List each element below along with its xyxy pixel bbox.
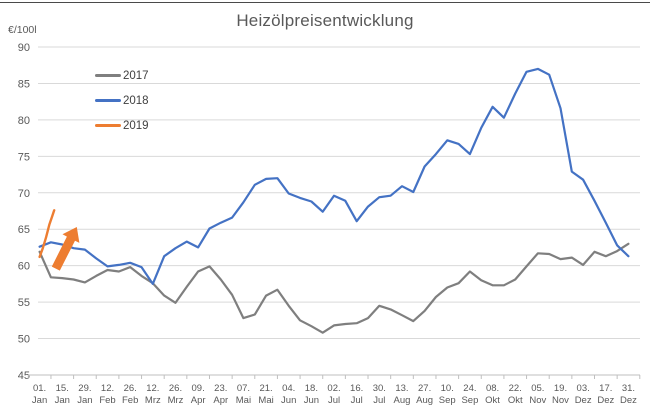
x-tick-label-day: 07. (237, 383, 250, 394)
y-tick-label-85: 85 (18, 78, 30, 90)
legend-label-2017: 2017 (123, 69, 149, 82)
x-tick-label-month: Apr (213, 395, 228, 406)
chart-title: Heizölpreisentwicklung (236, 11, 414, 30)
x-tick-label-month: Mrz (145, 395, 161, 406)
series-line-2017 (38, 242, 630, 334)
x-tick-label-day: 30. (373, 383, 386, 394)
x-tick-label-day: 16. (350, 383, 363, 394)
x-tick-label-day: 24. (463, 383, 476, 394)
y-axis-unit-label: €/100l (8, 24, 37, 36)
x-tick-label-month: Jan (55, 395, 70, 406)
legend-item-2018: 2018 (95, 88, 149, 113)
y-tick-label-45: 45 (18, 370, 30, 382)
x-tick-label-month: Dez (597, 395, 614, 406)
x-tick-label-day: 12. (101, 383, 114, 394)
x-tick-label-month: Mai (236, 395, 251, 406)
x-tick-label-day: 19. (554, 383, 567, 394)
annotation-arrow-up (51, 227, 80, 271)
y-tick-label-65: 65 (18, 224, 30, 236)
series-line-2019 (38, 209, 56, 259)
x-tick-label-month: Aug (416, 395, 433, 406)
x-tick-label-day: 02. (327, 383, 340, 394)
y-tick-label-50: 50 (18, 334, 30, 346)
x-tick-label-day: 26. (169, 383, 182, 394)
legend-swatch-2018 (95, 99, 121, 102)
x-tick-label-month: Aug (394, 395, 411, 406)
x-tick-label-month: Sep (439, 395, 456, 406)
x-tick-label-month: Sep (461, 395, 478, 406)
legend-item-2017: 2017 (95, 63, 149, 88)
x-tick-label-day: 08. (486, 383, 499, 394)
x-tick-label-month: Dez (575, 395, 592, 406)
legend-item-2019: 2019 (95, 113, 149, 138)
x-tick-label-month: Jun (304, 395, 319, 406)
legend-label-2019: 2019 (123, 119, 149, 132)
x-tick-label-day: 22. (509, 383, 522, 394)
x-tick-label-day: 05. (531, 383, 544, 394)
legend: 2017 2018 2019 (95, 63, 149, 138)
x-tick-label-month: Feb (99, 395, 115, 406)
x-tick-label-month: Nov (529, 395, 546, 406)
x-tick-label-day: 27. (418, 383, 431, 394)
x-tick-label-day: 18. (305, 383, 318, 394)
x-tick-label-month: Jul (373, 395, 385, 406)
x-tick-label-day: 12. (146, 383, 159, 394)
x-tick-label-day: 04. (282, 383, 295, 394)
x-tick-label-month: Jun (281, 395, 296, 406)
y-tick-label-55: 55 (18, 297, 30, 309)
x-tick-label-month: Okt (508, 395, 523, 406)
x-tick-label-day: 31. (622, 383, 635, 394)
x-tick-label-month: Jan (32, 395, 47, 406)
x-tick-label-month: Jul (351, 395, 363, 406)
x-tick-label-day: 29. (78, 383, 91, 394)
x-tick-label-day: 26. (124, 383, 137, 394)
x-tick-label-day: 01. (33, 383, 46, 394)
y-tick-label-70: 70 (18, 188, 30, 200)
x-tick-label-month: Mrz (168, 395, 184, 406)
x-tick-label-day: 13. (395, 383, 408, 394)
x-tick-label-day: 23. (214, 383, 227, 394)
x-tick-label-day: 21. (259, 383, 272, 394)
x-tick-label-month: Dez (620, 395, 637, 406)
series-line-2018 (38, 67, 630, 285)
legend-label-2018: 2018 (123, 94, 149, 107)
y-tick-label-60: 60 (18, 261, 30, 273)
y-tick-label-90: 90 (18, 42, 30, 54)
x-tick-label-month: Okt (485, 395, 500, 406)
x-tick-label-month: Feb (122, 395, 138, 406)
x-tick-label-month: Nov (552, 395, 569, 406)
x-tick-label-day: 17. (599, 383, 612, 394)
x-tick-label-day: 09. (192, 383, 205, 394)
window-top-border (0, 2, 650, 3)
x-tick-label-day: 15. (56, 383, 69, 394)
legend-swatch-2017 (95, 74, 121, 77)
x-tick-label-month: Jul (328, 395, 340, 406)
x-tick-label-month: Apr (191, 395, 206, 406)
y-tick-label-75: 75 (18, 151, 30, 163)
x-tick-label-month: Mai (258, 395, 273, 406)
y-tick-label-80: 80 (18, 115, 30, 127)
x-tick-label-day: 03. (577, 383, 590, 394)
x-tick-label-month: Jan (77, 395, 92, 406)
x-tick-label-day: 10. (441, 383, 454, 394)
legend-swatch-2019 (95, 124, 121, 127)
